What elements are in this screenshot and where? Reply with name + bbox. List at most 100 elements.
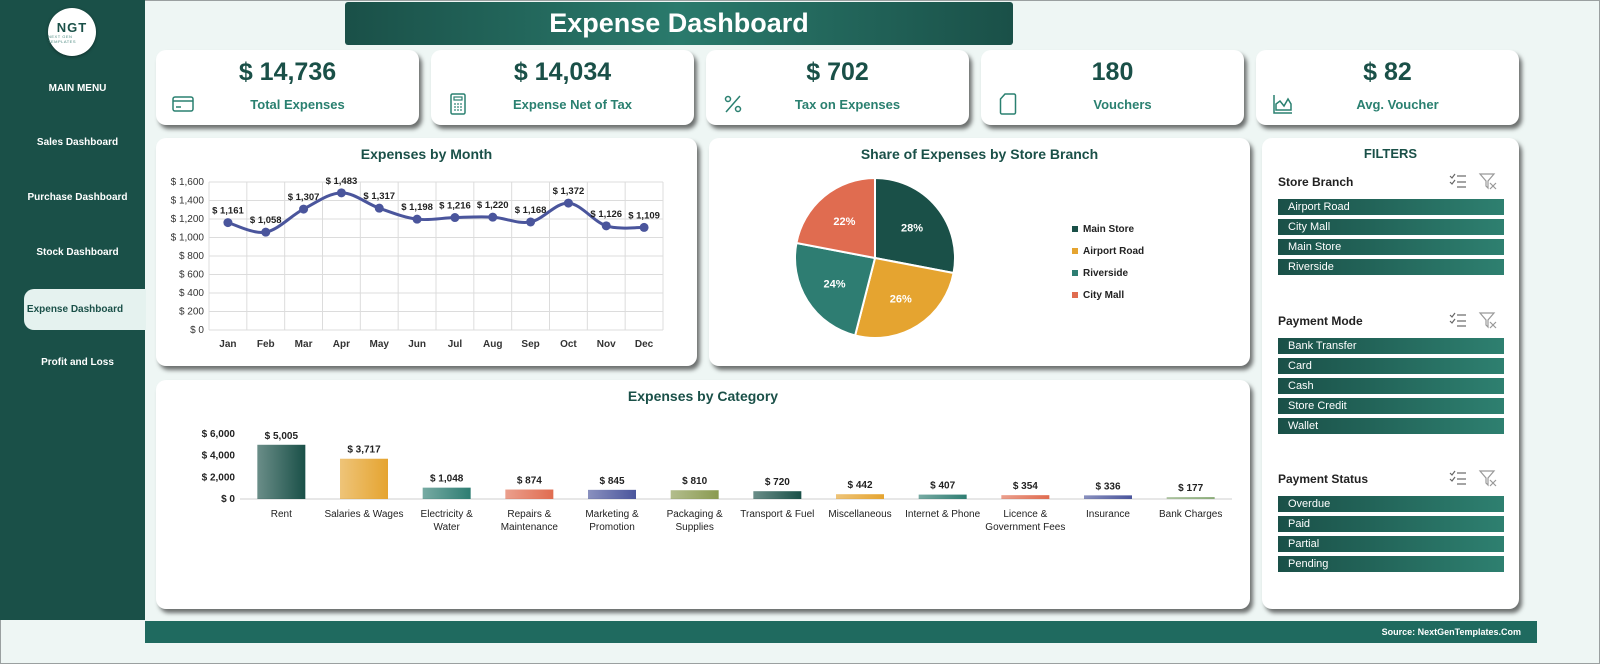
data-point [412,214,422,224]
nav-purchase-dashboard[interactable]: Purchase Dashboard [27,192,128,203]
pie-chart-title: Share of Expenses by Store Branch [860,146,1099,162]
clear-filter-icon[interactable] [1478,468,1498,488]
logo-text: NGT [56,19,88,35]
data-label: $ 1,307 [288,192,320,203]
slicer-item[interactable]: Overdue [1278,496,1504,512]
x-tick-label: Jan [219,339,236,350]
kpi-label: Expense Net of Tax [513,97,632,112]
data-label: $ 1,168 [515,205,547,216]
x-tick-label: Bank Charges [1159,509,1222,520]
bar [1084,495,1132,499]
multi-select-icon[interactable] [1448,468,1468,488]
y-tick-label: $ 1,200 [171,214,205,225]
y-tick-label: $ 1,000 [171,233,205,244]
x-tick-label: Nov [597,339,616,350]
data-point [261,227,271,237]
slicer-item[interactable]: City Mall [1278,219,1504,235]
x-tick-label: Insurance [1086,509,1130,520]
data-label: $ 1,220 [477,200,509,211]
slicer-item[interactable]: Airport Road [1278,199,1504,215]
data-label: $ 1,109 [628,210,660,221]
legend-swatch [1072,226,1078,232]
bar [340,458,388,499]
x-tick-label: Feb [257,339,275,350]
slice-label: 24% [823,279,845,291]
data-point [639,222,649,232]
expenses-by-category-chart: $ 0 $ 2,000 $ 4,000 $ 6,000 $ 5,005 Rent $ 3,7… [202,429,1232,533]
data-point [563,198,573,208]
kpi-card-vouchers: 180 Vouchers [981,50,1244,125]
slicer-item[interactable]: Store Credit [1278,398,1504,414]
nav-expense-dashboard[interactable]: Expense Dashboard [24,289,146,330]
data-label: $ 810 [682,476,707,487]
y-tick-label: $ 800 [179,251,204,262]
x-tick-label: Packaging & [667,509,723,520]
x-tick-label: Sep [521,339,539,350]
kpi-card-tax-on-expenses: $ 702 Tax on Expenses [706,50,969,125]
x-tick-label: Marketing & [585,509,639,520]
data-label: $ 5,005 [265,431,299,442]
bar [753,491,802,499]
data-point [601,221,611,231]
kpi-value: $ 14,034 [513,58,612,86]
line-chart-card: Expenses by Month $ 0 $ 200 $ 400 $ 600 $ 80… [156,138,697,366]
slicer-item[interactable]: Paid [1278,516,1504,532]
slice-label: 26% [890,294,912,306]
legend-label: Riverside [1083,268,1128,279]
share-by-store-branch-chart: 28% 26% 24% 22% Main Store Airport Road Rivers… [794,176,1144,339]
x-tick-label: Supplies [675,522,713,533]
legend-swatch [1072,248,1078,254]
data-point [450,213,460,223]
y-tick-label: $ 1,600 [171,177,205,188]
data-label: $ 177 [1178,483,1203,494]
data-label: $ 1,216 [439,201,471,212]
kpi-value: $ 14,736 [238,58,337,86]
data-point [336,188,346,198]
multi-select-icon[interactable] [1448,171,1468,191]
slicer-item[interactable]: Card [1278,358,1504,374]
data-label: $ 1,198 [401,202,433,213]
y-tick-label: $ 200 [179,307,204,318]
x-tick-label: Jul [448,339,463,350]
nav-sales-dashboard[interactable]: Sales Dashboard [36,137,119,148]
x-tick-label: Licence & [1003,509,1047,520]
nav-stock-dashboard[interactable]: Stock Dashboard [36,247,119,258]
main-menu-title: MAIN MENU [48,83,107,94]
multi-select-icon[interactable] [1448,310,1468,330]
x-tick-label: Dec [635,339,654,350]
bar [505,489,554,499]
kpi-label: Vouchers [1093,97,1152,112]
slicer-item[interactable]: Wallet [1278,418,1504,434]
clear-filter-icon[interactable] [1478,310,1498,330]
x-tick-label: Promotion [589,522,635,533]
data-label: $ 3,717 [347,445,381,456]
slicer-item[interactable]: Pending [1278,556,1504,572]
x-tick-label: Internet & Phone [905,509,980,520]
y-tick-label: $ 4,000 [202,451,236,462]
slicer-item[interactable]: Bank Transfer [1278,338,1504,354]
x-tick-label: Government Fees [985,522,1065,533]
x-tick-label: Apr [333,339,350,350]
slicer-item[interactable]: Partial [1278,536,1504,552]
percent-icon [724,95,742,113]
y-tick-label: $ 0 [221,494,235,505]
slicer-item[interactable]: Riverside [1278,259,1504,275]
filters-title: FILTERS [1363,146,1418,161]
data-label: $ 874 [517,476,542,487]
x-tick-label: Rent [271,509,292,520]
y-tick-label: $ 2,000 [202,472,236,483]
slicer-item[interactable]: Cash [1278,378,1504,394]
legend-label: Airport Road [1083,246,1144,257]
x-tick-label: Jun [408,339,426,350]
data-label: $ 845 [599,476,624,487]
y-tick-label: $ 600 [179,270,204,281]
nav-profit-and-loss[interactable]: Profit and Loss [41,357,114,368]
bar [1166,497,1215,499]
kpi-value: $ 82 [1363,58,1412,86]
legend-swatch [1072,270,1078,276]
slicer-item[interactable]: Main Store [1278,239,1504,255]
data-point [374,203,384,213]
kpi-label: Avg. Voucher [1356,97,1439,112]
clear-filter-icon[interactable] [1478,171,1498,191]
data-label: $ 1,161 [212,206,244,217]
